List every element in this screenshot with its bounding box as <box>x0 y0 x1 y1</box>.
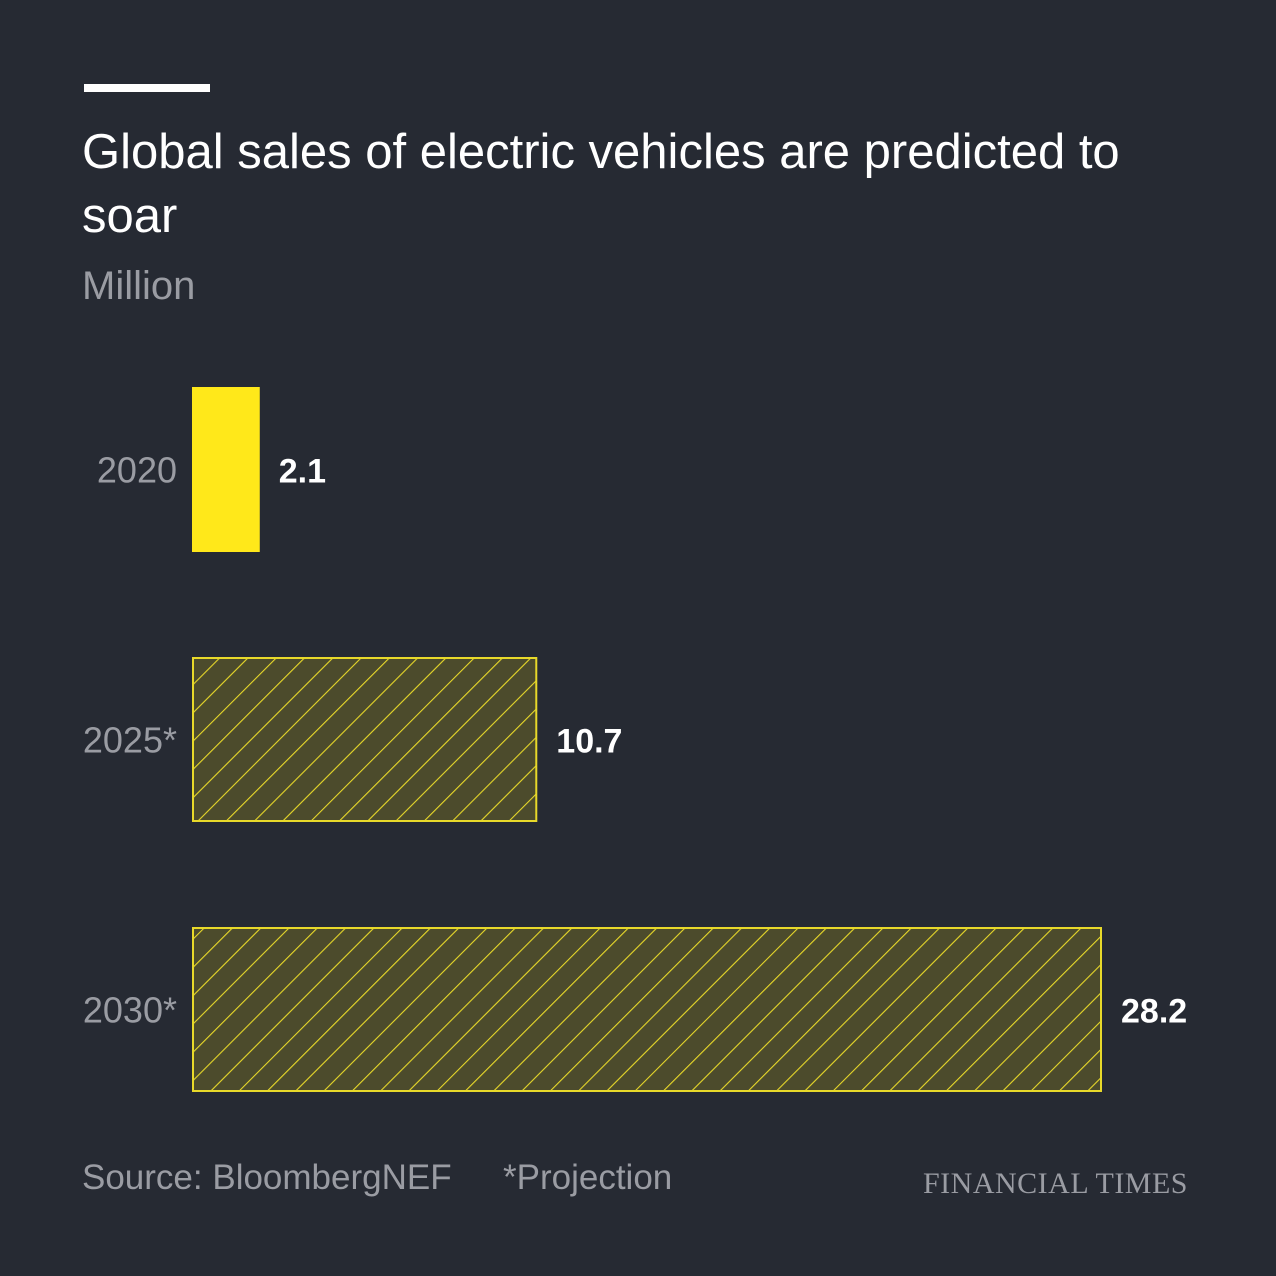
publisher-logo: FINANCIAL TIMES <box>922 1167 1188 1200</box>
category-label: 2020 <box>97 450 177 491</box>
value-label: 10.7 <box>556 723 622 761</box>
bars-layer: 2020 2.1 2025* 10.7 2030* 28.2 <box>83 387 1187 1092</box>
value-label: 28.2 <box>1121 993 1187 1031</box>
value-label: 2.1 <box>279 453 326 491</box>
chart-unit-label: Million <box>82 264 196 308</box>
source-note: Source: BloombergNEF <box>82 1158 452 1197</box>
title-accent-rule <box>84 84 210 92</box>
category-label: 2030* <box>83 990 177 1031</box>
actual-bar <box>192 387 260 552</box>
projected-bar <box>192 927 1102 1092</box>
category-label: 2025* <box>83 720 177 761</box>
projected-bar <box>192 657 538 822</box>
projection-footnote: *Projection <box>503 1158 673 1197</box>
chart-title: Global sales of electric vehicles are pr… <box>82 125 1120 243</box>
